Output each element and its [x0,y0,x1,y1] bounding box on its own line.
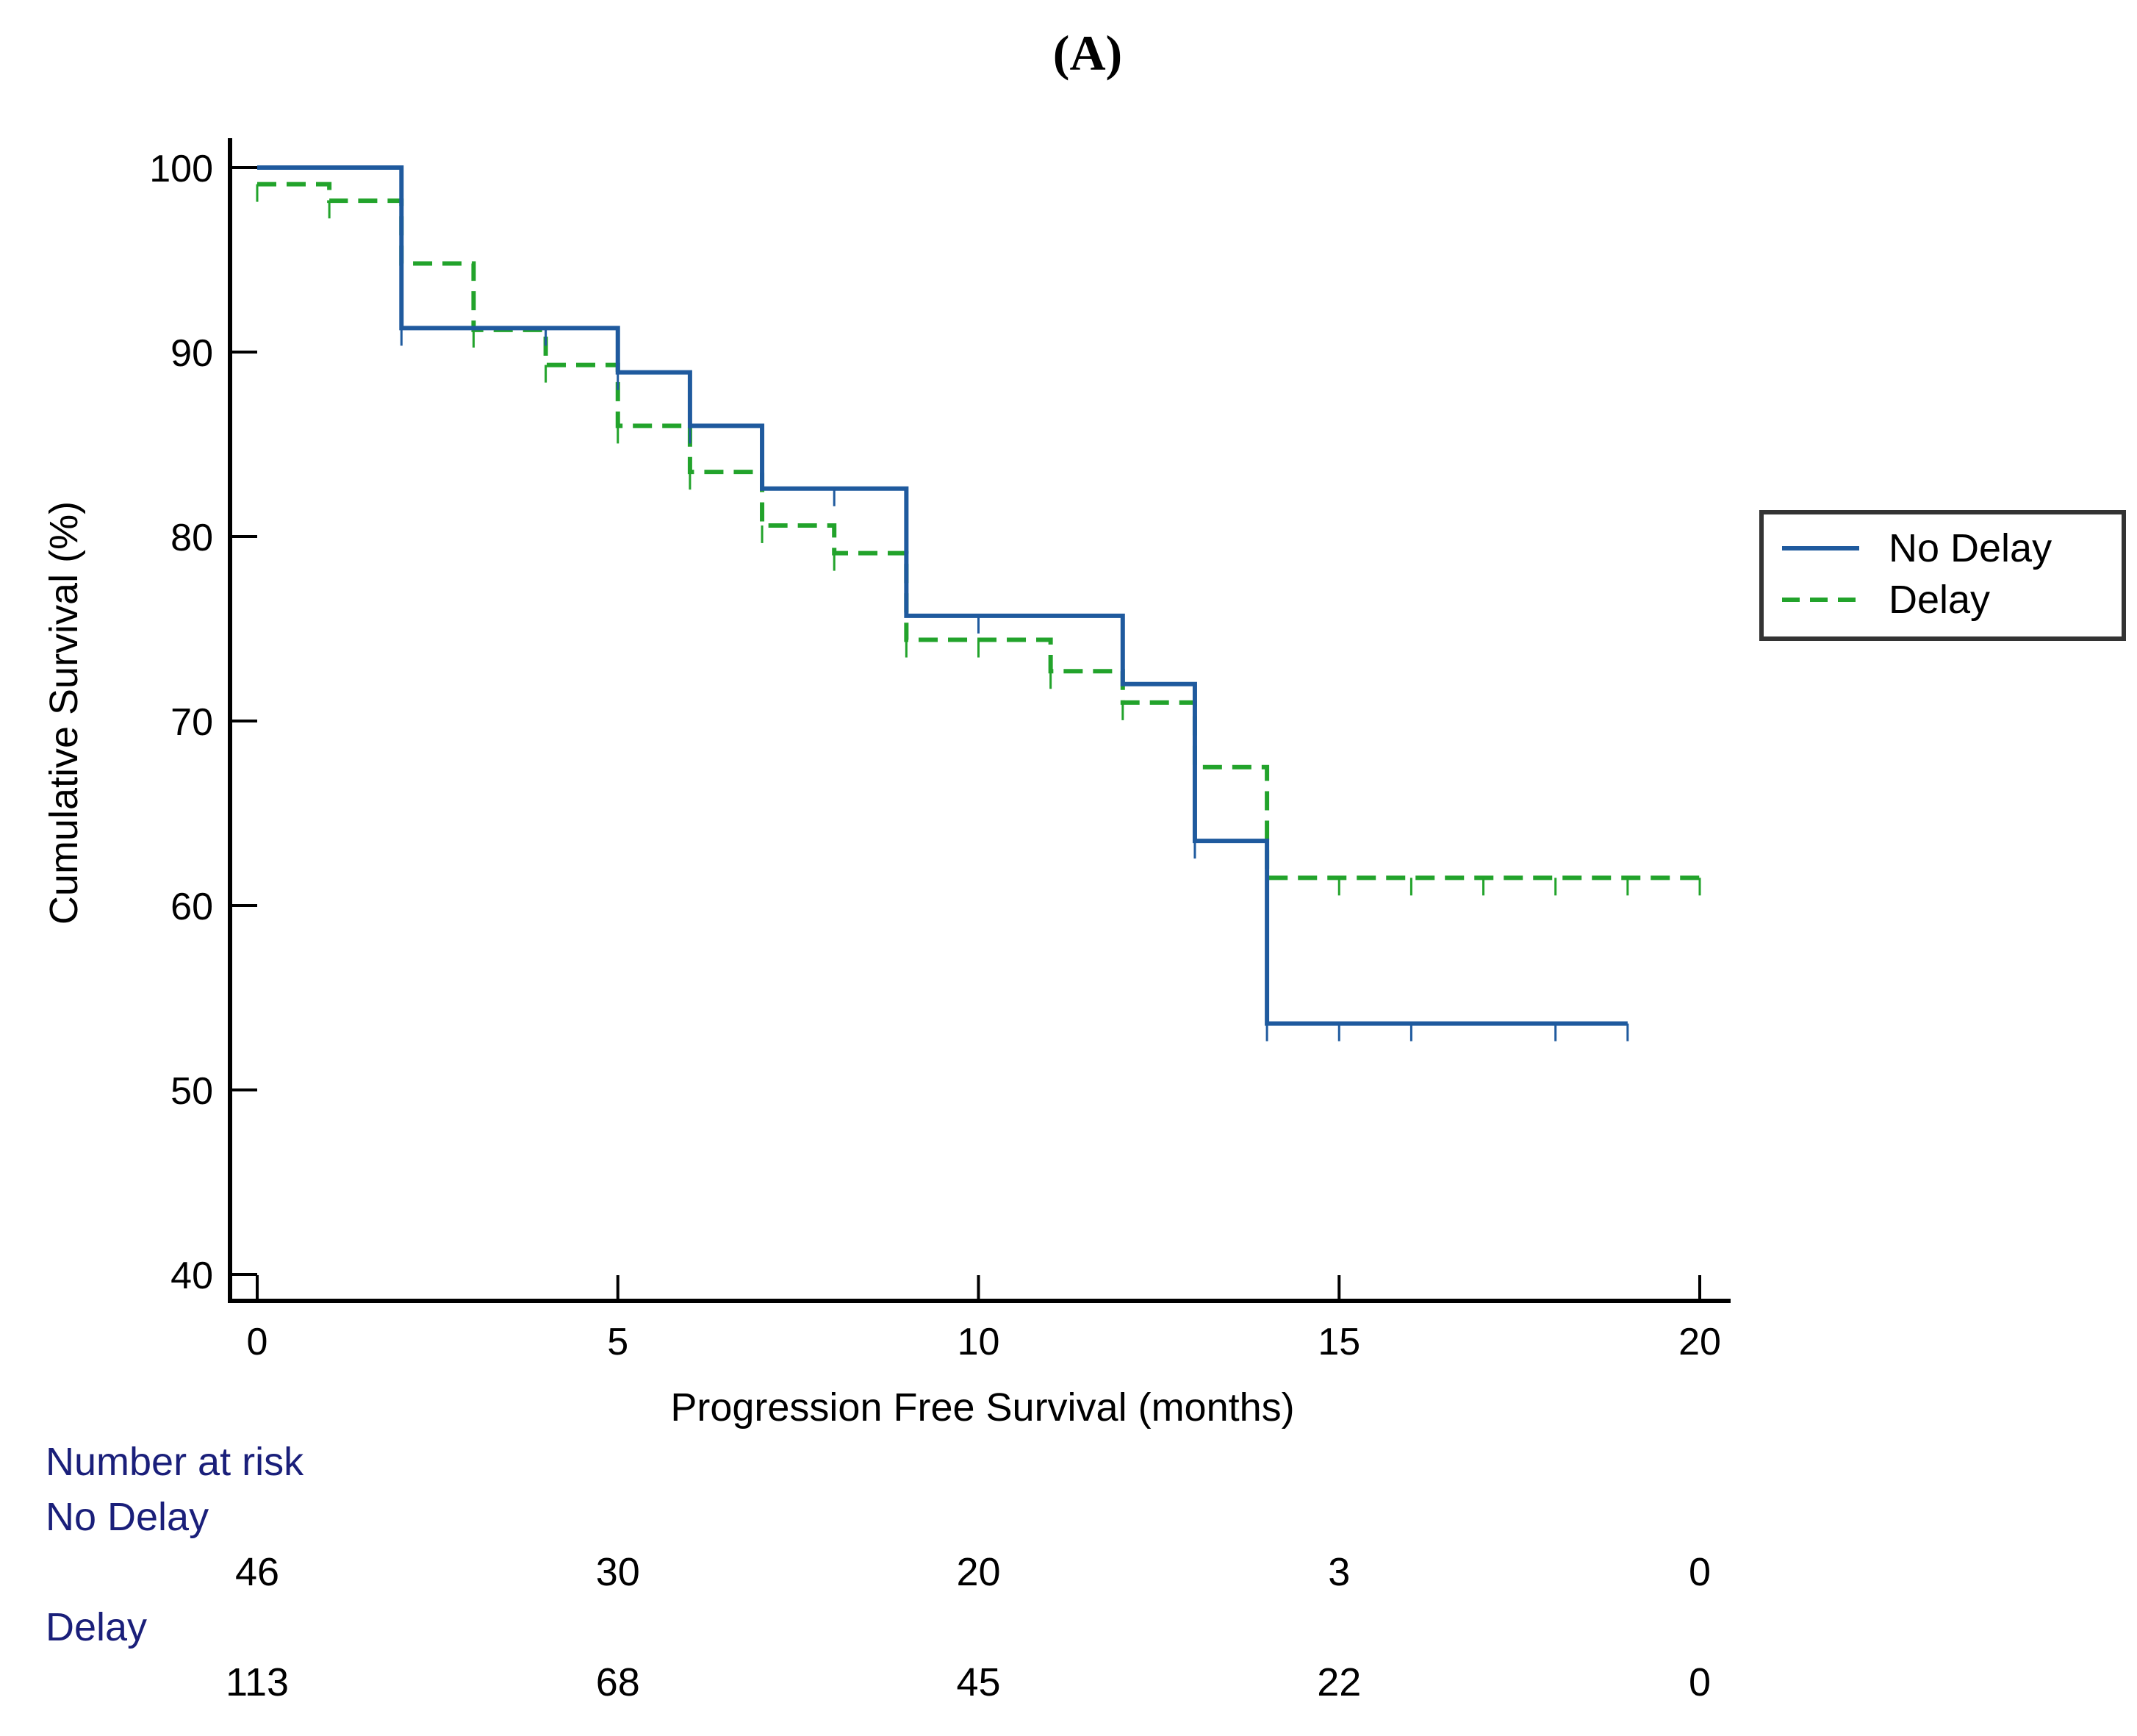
risk-table-title: Number at risk [46,1440,304,1484]
y-tick-label-50: 50 [170,1070,213,1113]
legend-box [1759,510,2126,641]
risk-value: 3 [1328,1550,1350,1594]
y-tick-label-90: 90 [170,332,213,375]
risk-value: 113 [226,1660,289,1704]
risk-row-label-delay: Delay [46,1605,147,1649]
x-tick-label-15: 15 [1318,1321,1360,1363]
legend-label-delay: Delay [1889,578,1990,622]
risk-value: 46 [235,1550,279,1594]
series-delay [256,182,1701,896]
risk-value: 68 [596,1660,640,1704]
risk-value: 20 [956,1550,1000,1594]
risk-table: Number at risk No Delay Delay 46 30 20 3 011… [46,1440,1711,1704]
axes: 40 50 60 70 80 90 100 0 5 10 15 20 [149,138,1731,1363]
x-axis-label: Progression Free Survival (months) [670,1385,1294,1430]
y-axis-label: Cumulative Survival (%) [42,501,86,925]
plot-area [256,165,1701,1041]
survival-curve-delay [257,182,1700,880]
x-tick-label-10: 10 [958,1321,1000,1363]
risk-value: 30 [596,1550,640,1594]
panel-label: (A) [1053,25,1122,81]
x-ticks: 0 5 10 15 20 [247,1275,1721,1363]
legend-label-no-delay: No Delay [1889,526,2052,570]
risk-value: 0 [1689,1660,1711,1704]
survival-curve-no-delay [257,165,1628,1026]
risk-value: 45 [956,1660,1000,1704]
x-tick-label-0: 0 [247,1321,268,1363]
y-tick-label-40: 40 [170,1255,213,1297]
risk-value: 0 [1689,1550,1711,1594]
risk-row-label-no-delay: No Delay [46,1495,209,1539]
y-ticks: 40 50 60 70 80 90 100 [149,148,257,1297]
series-no-delay [257,165,1629,1041]
risk-value: 22 [1317,1660,1361,1704]
legend: No Delay Delay [1759,510,2126,641]
y-tick-label-60: 60 [170,886,213,928]
y-tick-label-100: 100 [149,148,213,190]
y-tick-label-70: 70 [170,701,213,744]
x-tick-label-20: 20 [1678,1321,1721,1363]
x-tick-label-5: 5 [607,1321,628,1363]
y-tick-label-80: 80 [170,517,213,559]
